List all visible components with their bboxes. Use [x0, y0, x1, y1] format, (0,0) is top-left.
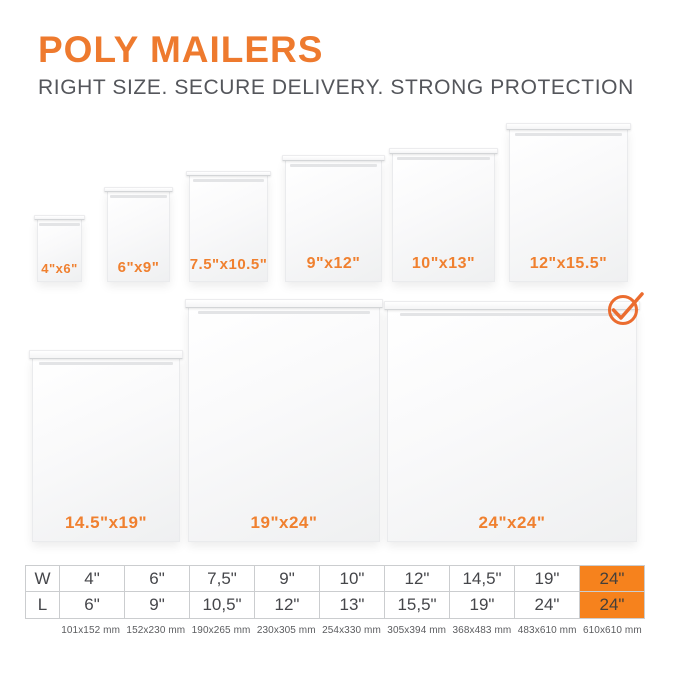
size-cell: 13"	[319, 592, 384, 618]
header: POLY MAILERS RIGHT SIZE. SECURE DELIVERY…	[38, 29, 634, 99]
size-cell: 6"	[124, 566, 189, 591]
check-circle-icon	[608, 292, 644, 325]
adhesive-strip	[514, 133, 623, 136]
size-cell: 24"	[579, 566, 644, 591]
mailer-flap	[186, 171, 271, 176]
mailer-size-label: 9"x12"	[306, 255, 361, 272]
mailer-size-label: 7.5"x10.5"	[189, 256, 268, 273]
mailer-size-label: 19"x24"	[250, 513, 318, 532]
size-cell: 10"	[319, 566, 384, 591]
size-cell: 12"	[384, 566, 449, 591]
poly-mailer: 4"x6"	[34, 215, 85, 282]
poly-mailer: 14.5"x19"	[29, 350, 183, 542]
mm-dimension-label: 610x610 mm	[582, 625, 642, 636]
size-cell: 7,5"	[189, 566, 254, 591]
poly-mailer: 19"x24"	[185, 299, 383, 542]
page-subtitle: RIGHT SIZE. SECURE DELIVERY. STRONG PROT…	[38, 75, 634, 99]
adhesive-strip	[289, 164, 378, 167]
mailer-flap	[34, 215, 85, 220]
size-cell: 12"	[254, 592, 319, 618]
mailer-size-label: 14.5"x19"	[64, 513, 148, 532]
size-cell: 10,5"	[189, 592, 254, 618]
size-cell: 4"	[59, 566, 124, 591]
width-row-header-cell: W	[34, 568, 51, 588]
mailer-flap	[282, 155, 385, 161]
poly-mailer: 24"x24"	[384, 301, 640, 542]
size-cell: 19"	[514, 566, 579, 591]
mm-dimension-label: 368x483 mm	[452, 625, 512, 636]
adhesive-strip	[197, 311, 371, 314]
mailer-flap	[29, 350, 183, 359]
mm-dimension-label: 230x305 mm	[256, 625, 316, 636]
mm-dimension-label: 305x394 mm	[387, 625, 447, 636]
poly-mailer: 7.5"x10.5"	[186, 171, 271, 282]
mailer-body	[387, 309, 637, 542]
adhesive-strip	[397, 157, 490, 160]
mailer-flap	[104, 187, 173, 192]
adhesive-strip	[192, 179, 265, 182]
size-table-width-row: W 4" 6" 7,5" 9" 10" 12" 14,5" 19" 24"	[26, 566, 644, 592]
mailer-body	[189, 175, 268, 282]
adhesive-strip	[110, 195, 167, 198]
size-cell: 6"	[59, 592, 124, 618]
mailer-flap	[384, 301, 640, 310]
mm-dimension-label: 152x230 mm	[126, 625, 186, 636]
mailer-body	[188, 307, 380, 542]
mailer-body	[107, 191, 170, 282]
size-cell: 15,5"	[384, 592, 449, 618]
poly-mailer: 10"x13"	[389, 148, 498, 282]
mm-dimension-label: 483x610 mm	[517, 625, 577, 636]
mailer-size-label: 24"x24"	[478, 513, 546, 532]
size-cell: 9"	[254, 566, 319, 591]
adhesive-strip	[399, 313, 625, 316]
adhesive-strip	[39, 223, 80, 226]
mailer-body	[285, 160, 382, 282]
adhesive-strip	[39, 362, 173, 365]
mm-dimension-label: 101x152 mm	[61, 625, 121, 636]
mm-dimension-label: 254x330 mm	[322, 625, 381, 636]
mailer-body	[509, 129, 628, 282]
mailer-body	[32, 358, 180, 542]
mailer-size-label: 4"x6"	[41, 261, 78, 276]
poly-mailer: 6"x9"	[104, 187, 173, 282]
mm-dimensions-row: 101x152 mm 152x230 mm 190x265 mm 230x305 mm…	[58, 625, 645, 636]
mailer-size-label: 10"x13"	[411, 255, 476, 272]
mailer-size-label: 6"x9"	[117, 259, 160, 276]
size-cell: 24"	[579, 592, 644, 618]
page-title: POLY MAILERS	[38, 29, 324, 70]
length-row-header-cell: L	[37, 595, 48, 614]
mailer-flap	[506, 123, 631, 130]
size-cell: 19"	[449, 592, 514, 618]
size-table-length-row: L 6" 9" 10,5" 12" 13" 15,5" 19" 24" 24"	[26, 592, 644, 618]
size-cell: 14,5"	[449, 566, 514, 591]
poly-mailer: 9"x12"	[282, 155, 385, 282]
mailer-body	[37, 219, 82, 282]
size-table: W 4" 6" 7,5" 9" 10" 12" 14,5" 19" 24" L 6" 9" 10,5" 12…	[25, 565, 645, 619]
mailer-flap	[389, 148, 498, 154]
poly-mailer: 12"x15.5"	[506, 123, 631, 282]
mailer-body	[392, 153, 495, 282]
size-cell: 9"	[124, 592, 189, 618]
mm-dimension-label: 190x265 mm	[191, 625, 251, 636]
mailer-flap	[185, 299, 383, 308]
mailer-size-label: 12"x15.5"	[529, 255, 608, 272]
size-cell: 24"	[514, 592, 579, 618]
